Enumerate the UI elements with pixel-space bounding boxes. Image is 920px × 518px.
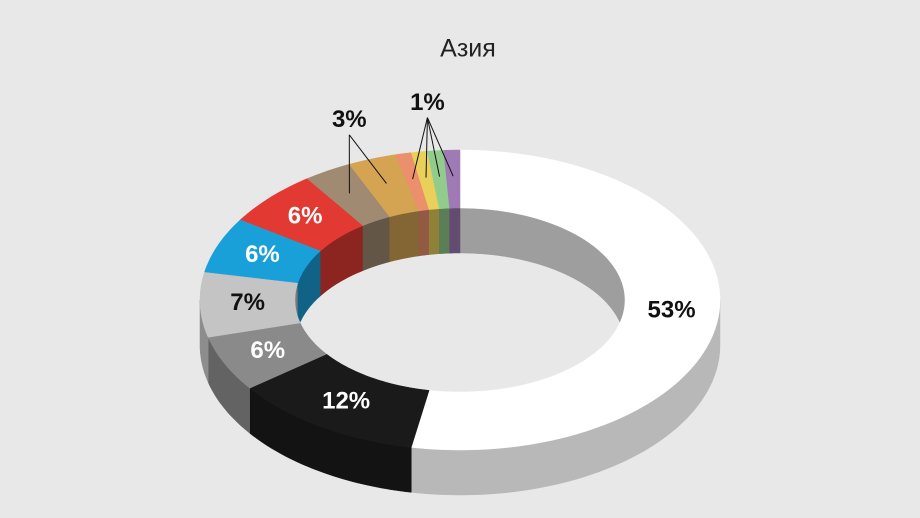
data-label: 6% (250, 337, 285, 364)
data-label: 7% (230, 289, 265, 316)
segment-inner-side (439, 207, 450, 254)
leader-line (425, 117, 428, 178)
segment-inner-side (418, 209, 430, 257)
data-label: 12% (322, 388, 370, 415)
leader-line (426, 117, 454, 177)
leader-line (412, 117, 428, 180)
leader-line (348, 134, 387, 184)
segment-inner-side (428, 208, 440, 255)
data-label: 6% (245, 241, 280, 268)
data-label: 6% (288, 203, 323, 230)
segment-inner-side (449, 207, 461, 254)
chart-title: Азия (440, 35, 496, 63)
data-label: 1% (410, 89, 445, 116)
segment-inner-side (389, 210, 420, 263)
leader-line (426, 117, 441, 177)
data-label: 53% (648, 297, 696, 324)
data-label: 3% (332, 106, 367, 133)
segment-inner-side (362, 216, 390, 271)
